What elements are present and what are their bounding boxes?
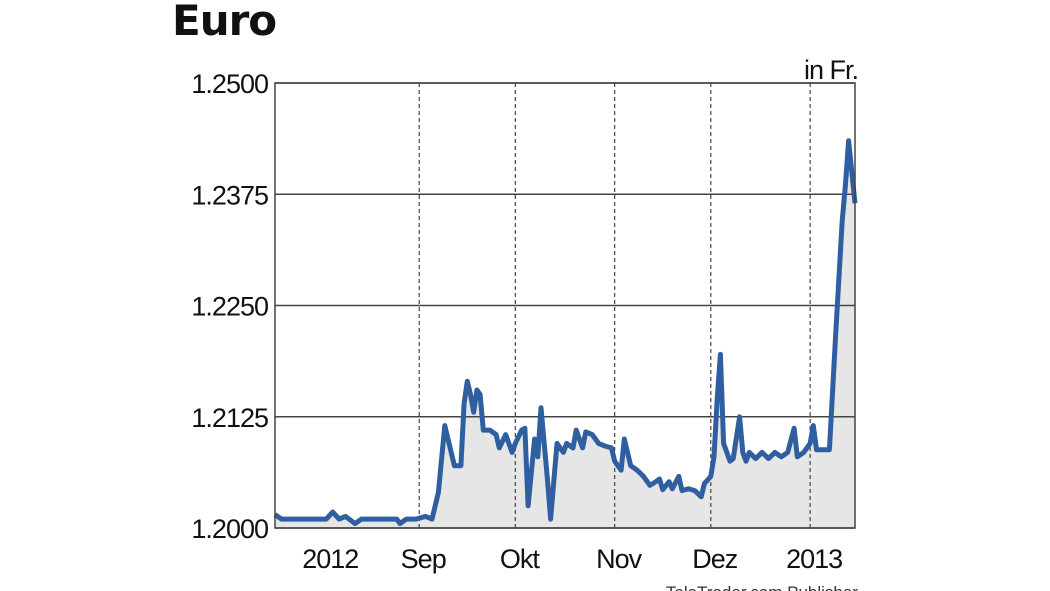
x-tick-label: Okt	[500, 544, 541, 574]
area	[275, 140, 855, 529]
x-tick-label: Dez	[692, 544, 738, 574]
y-tick-label: 1.2000	[191, 514, 268, 544]
y-tick-label: 1.2125	[191, 403, 268, 433]
unit-label: in Fr.	[804, 55, 858, 85]
source: TeleTrader.com Publisher	[666, 583, 858, 591]
y-tick-label: 1.2375	[191, 180, 268, 210]
chart-title: Euro	[172, 0, 276, 45]
x-tick-label: Sep	[401, 544, 446, 574]
x-tick-label: Nov	[596, 544, 643, 574]
y-tick-label: 1.2250	[191, 292, 268, 322]
x-tick-label: 2012	[302, 544, 358, 574]
y-tick-label: 1.2500	[191, 69, 268, 99]
line	[273, 138, 858, 527]
plot-frame	[274, 82, 856, 529]
x-tick-label: 2013	[786, 544, 842, 574]
